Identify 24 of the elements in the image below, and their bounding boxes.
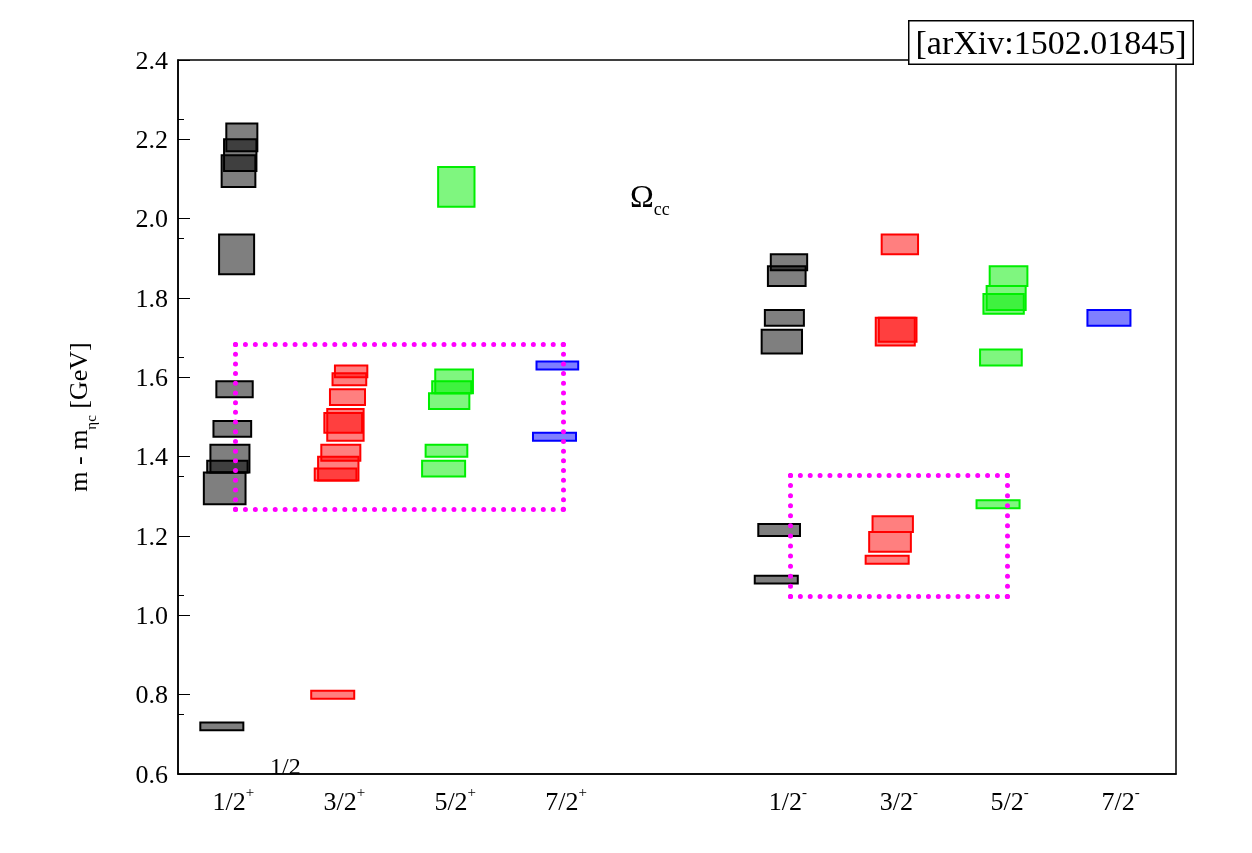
y-tick-label: 2.2 — [135, 124, 168, 154]
y-tick-label: 1.0 — [135, 600, 168, 630]
x-tick-label: 5/2+ — [434, 783, 477, 816]
y-tick-label: 1.6 — [135, 362, 168, 392]
x-tick-label: 3/2+ — [323, 783, 366, 816]
y-tick-label: 0.8 — [135, 680, 168, 710]
x-tick-label: 7/2+ — [545, 783, 587, 816]
y-tick-label: 1.4 — [135, 442, 168, 472]
bar — [1086, 308, 1132, 327]
y-tick-label: 2.0 — [135, 204, 168, 234]
x-tick-label: 1/2- — [768, 783, 807, 816]
annotation: [arXiv:1502.01845] — [915, 24, 1187, 61]
y-tick-label: 2.4 — [135, 45, 168, 75]
y-tick-label: 0.6 — [135, 759, 168, 789]
y-tick-label: 1.8 — [135, 283, 168, 313]
y-axis-title: m - mηc [GeV] — [63, 342, 99, 492]
y-tick-label: 1.2 — [135, 521, 168, 551]
annotation: 1/2 — [270, 753, 301, 779]
x-tick-label: 7/2- — [1101, 783, 1140, 816]
x-tick-label: 3/2- — [879, 783, 918, 816]
x-tick-label: 1/2+ — [212, 783, 255, 816]
x-tick-label: 5/2- — [990, 783, 1029, 816]
bar — [531, 431, 578, 442]
bar — [225, 122, 259, 153]
